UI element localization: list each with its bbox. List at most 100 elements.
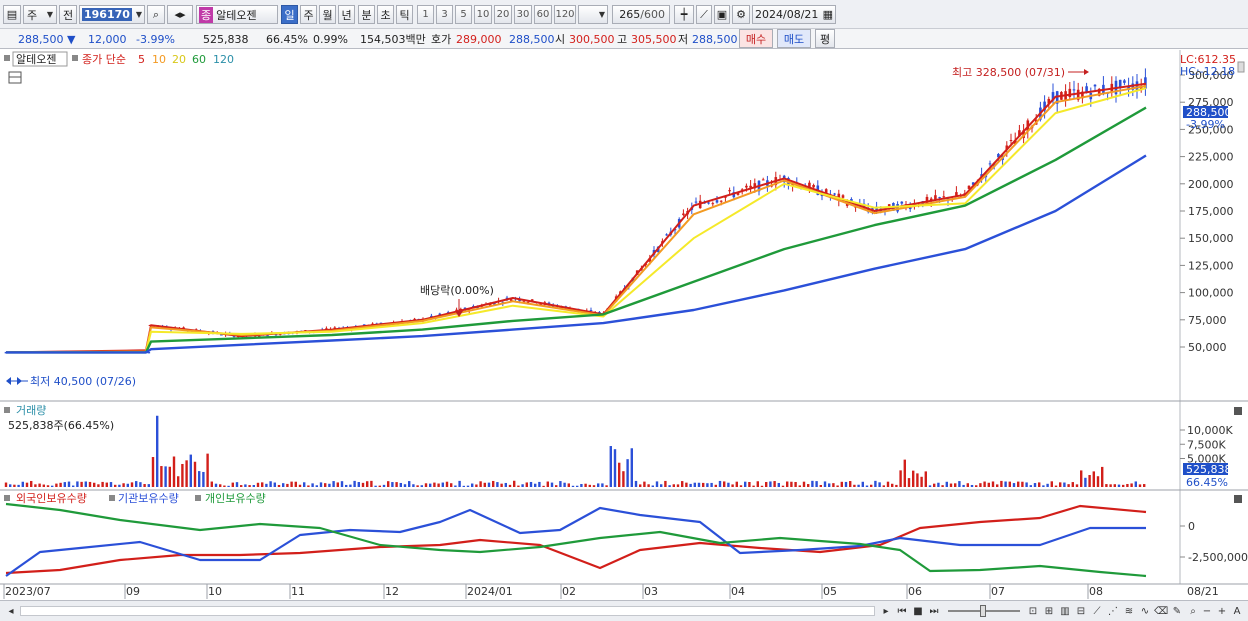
zoom-out-icon[interactable]: − [1202, 605, 1212, 617]
volume-bar [676, 484, 680, 487]
interval-custom-select[interactable]: ▼ [578, 5, 608, 24]
volume-bar [697, 482, 701, 487]
candle-body [147, 351, 151, 354]
candle-body [925, 196, 929, 204]
volume-bar [802, 481, 806, 487]
compare-icon[interactable]: ⊟ [1076, 605, 1086, 617]
volume-bar [962, 484, 965, 487]
x-tick-label: 09 [126, 585, 140, 598]
volume-title: 거래량 [16, 404, 46, 417]
volume-bar [303, 482, 306, 487]
volume-bar [660, 484, 663, 487]
volume-bar [794, 481, 797, 487]
line-tool-icon[interactable]: ⟋ [1093, 605, 1101, 617]
chevron-down-icon: ▼ [135, 10, 142, 19]
interval-10[interactable]: 10 [474, 5, 492, 24]
interval-20[interactable]: 20 [494, 5, 512, 24]
buy-button[interactable]: 매수 [739, 29, 773, 48]
candle-body [728, 190, 731, 192]
sell-button[interactable]: 매도 [777, 29, 811, 48]
high-label: 고 [617, 33, 628, 46]
legend-ma-10: 10 [152, 53, 166, 66]
period-day[interactable]: 일 [281, 5, 298, 24]
stop-icon[interactable]: ■ [913, 605, 923, 617]
trend-icon[interactable]: ⋰ [1108, 605, 1118, 617]
code-input[interactable]: 196170 ▼ [79, 5, 145, 24]
volume-bar [853, 484, 856, 487]
volume-bar [840, 481, 843, 487]
volume-tick-label: 10,000K [1187, 424, 1233, 437]
period-year[interactable]: 년 [338, 5, 355, 24]
volume-bar [420, 485, 423, 487]
candle-body [1022, 130, 1025, 139]
interval-3[interactable]: 3 [436, 5, 453, 24]
interval-5[interactable]: 5 [455, 5, 472, 24]
candle-body [1072, 89, 1076, 91]
chevron-down-icon: ▼ [598, 10, 605, 19]
layout-icon[interactable]: ⊡ [1028, 605, 1038, 617]
avg-button[interactable]: 평 [815, 29, 835, 48]
chart-area[interactable]: 300,000 275,000 250,000 225,000 200,000 175,0… [0, 50, 1248, 599]
scroll-left-icon[interactable]: ◂ [8, 605, 14, 617]
wave-icon[interactable]: ∿ [1140, 605, 1150, 617]
candle-body [740, 189, 744, 191]
save-icon[interactable]: ▣ [714, 5, 730, 24]
sound-icon[interactable]: ◂▸ [167, 5, 193, 24]
period-month[interactable]: 월 [319, 5, 336, 24]
candle-body [1093, 84, 1097, 87]
volume-bar [109, 482, 113, 487]
horizontal-scrollbar[interactable] [20, 606, 875, 616]
panel-close-icon[interactable] [1234, 495, 1242, 503]
zoom-in-icon[interactable]: + [1217, 605, 1227, 617]
price-tick-label: 75,000 [1188, 314, 1227, 327]
fibo-icon[interactable]: ≋ [1124, 605, 1134, 617]
rewind-icon[interactable]: ⏮ [897, 605, 907, 617]
candle-type-icon[interactable]: ┿ [674, 5, 694, 24]
volume-bar [1143, 484, 1146, 487]
zoom-icon[interactable]: ⌕ [1190, 605, 1196, 617]
prev-button[interactable]: 전 [59, 5, 77, 24]
search-icon[interactable]: ⌕ [147, 5, 165, 24]
volume-bar [861, 481, 864, 487]
stock-name-field[interactable]: 종 알테오젠 [196, 5, 278, 24]
gear-icon[interactable]: ⚙ [732, 5, 750, 24]
candle-body [715, 200, 719, 203]
volume-bar [739, 485, 743, 487]
brush-icon[interactable]: ✎ [1172, 605, 1182, 617]
bar-count-field[interactable]: 265/600 [612, 5, 670, 24]
split-icon[interactable]: ▥ [1060, 605, 1070, 617]
period-second[interactable]: 초 [377, 5, 394, 24]
volume-bar [67, 481, 71, 487]
legend-name-box[interactable] [12, 51, 68, 67]
draw-tool-icon[interactable]: ⟋ [696, 5, 712, 24]
market-select[interactable]: 주 ▼ [23, 5, 57, 24]
panel-close-icon[interactable] [1234, 407, 1242, 415]
price-y-axis: 300,000 275,000 250,000 225,000 200,000 175,0… [1180, 69, 1234, 354]
period-week[interactable]: 주 [300, 5, 317, 24]
volume-bar [954, 483, 957, 487]
period-tick[interactable]: 틱 [396, 5, 413, 24]
auto-icon[interactable]: A [1233, 605, 1241, 617]
candle-body [1018, 130, 1021, 137]
interval-60[interactable]: 60 [534, 5, 552, 24]
volume-bar [88, 481, 92, 487]
interval-1[interactable]: 1 [417, 5, 434, 24]
quote-price: 288,500 ▼ [18, 30, 75, 48]
period-minute[interactable]: 분 [358, 5, 375, 24]
panel-scroll-icon[interactable] [1237, 61, 1245, 73]
legend-ma-5: 5 [138, 53, 145, 66]
forward-icon[interactable]: ⏭ [929, 605, 939, 617]
candle-body [1127, 86, 1130, 90]
interval-120[interactable]: 120 [554, 5, 576, 24]
window-icon[interactable]: ▤ [3, 5, 21, 24]
scroll-right-icon[interactable]: ▸ [883, 605, 889, 617]
eraser-icon[interactable]: ⌫ [1153, 605, 1169, 617]
zoom-slider-handle[interactable] [980, 605, 986, 617]
volume-bar [30, 480, 33, 487]
grid-icon[interactable]: ⊞ [1044, 605, 1054, 617]
bar-total: /600 [640, 8, 665, 21]
quote-amount: 154,503백만 [360, 33, 426, 46]
date-field[interactable]: 2024/08/21 ▦ [752, 5, 836, 24]
interval-30[interactable]: 30 [514, 5, 532, 24]
volume-bar [1004, 481, 1007, 487]
